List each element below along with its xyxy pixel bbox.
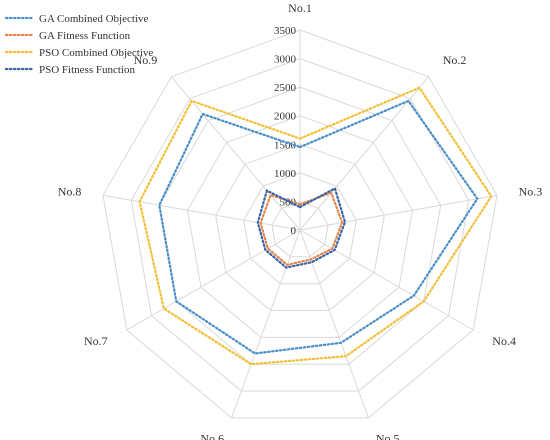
series-line	[138, 86, 493, 366]
axis-label: No.6	[200, 432, 224, 440]
axis-label: No.7	[84, 334, 108, 348]
series-line	[256, 186, 347, 269]
axis-label: No.8	[58, 185, 82, 199]
grid-ring	[186, 115, 414, 338]
grid-ring	[243, 172, 357, 285]
axis-label: No.5	[376, 432, 400, 440]
series-line	[158, 99, 479, 355]
spoke-line	[299, 229, 474, 331]
legend-label: PSO Combined Objective	[39, 47, 153, 59]
spoke-line	[102, 194, 301, 231]
legend-label: PSO Fitness Function	[39, 64, 135, 76]
spoke-line	[299, 229, 369, 419]
data-series	[138, 86, 493, 366]
tick-label: 2500	[274, 82, 297, 94]
grid-ring	[158, 86, 442, 365]
grid-ring	[130, 58, 470, 392]
axis-labels: No.1 No.2 No.3 No.4 No.5 No.6 No.7 No.8 No.9	[58, 1, 543, 440]
spoke-line	[171, 76, 301, 231]
axis-label: No.2	[443, 53, 467, 67]
radar-grid	[102, 29, 498, 419]
grid-ring	[271, 200, 329, 258]
axis-label: No.1	[288, 1, 312, 15]
axis-label: No.4	[492, 334, 516, 348]
tick-label: 3500	[274, 25, 297, 37]
legend-label: GA Fitness Function	[39, 30, 131, 42]
axis-label: No.9	[134, 53, 158, 67]
tick-label: 3000	[274, 54, 297, 66]
grid-ring	[102, 29, 498, 419]
spoke-line	[299, 194, 498, 231]
tick-label: 0	[291, 225, 297, 237]
legend-label: GA Combined Objective	[39, 13, 148, 25]
tick-label: 1000	[274, 168, 297, 180]
series-line	[259, 191, 344, 267]
spoke-line	[231, 229, 301, 419]
axis-label: No.3	[519, 185, 543, 199]
tick-label: 2000	[274, 111, 297, 123]
grid-ring	[215, 143, 385, 311]
legend: GA Combined Objective GA Fitness Function…	[4, 13, 153, 76]
spoke-line	[299, 76, 429, 231]
spoke-line	[126, 229, 301, 331]
tick-label: 1500	[274, 139, 297, 151]
